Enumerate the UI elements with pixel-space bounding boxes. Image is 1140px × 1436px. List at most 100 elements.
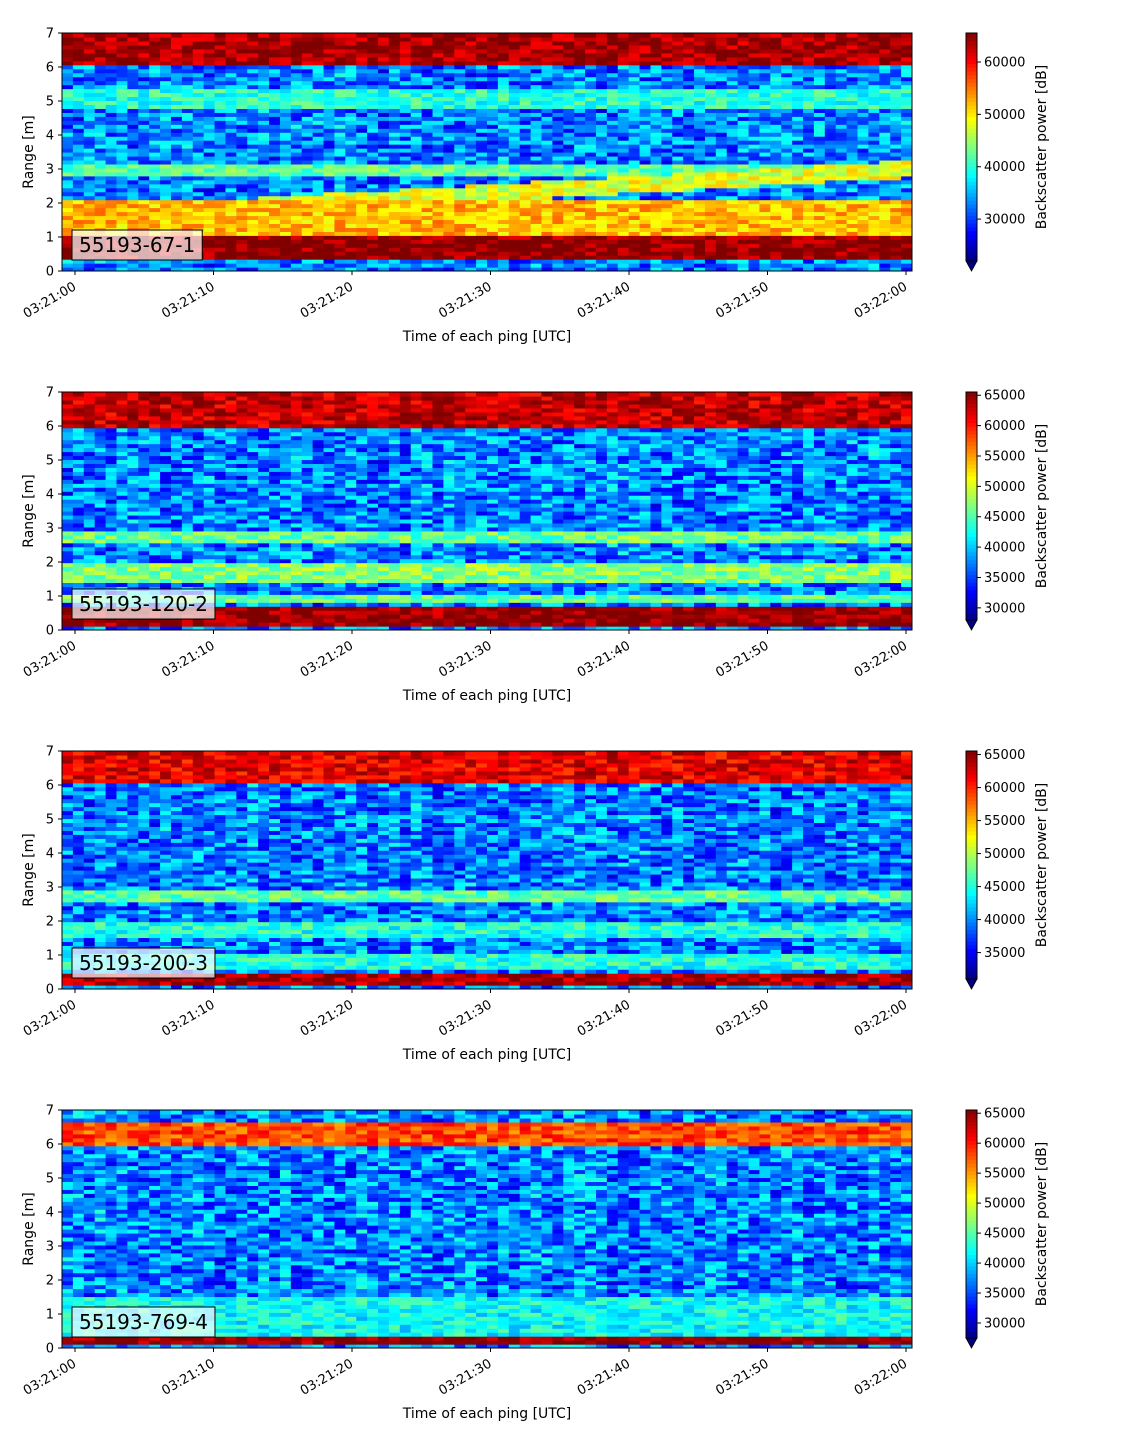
heatmap-cell — [269, 243, 281, 248]
heatmap-cell — [781, 167, 793, 173]
heatmap-cell — [835, 136, 848, 141]
heatmap-cell — [105, 116, 118, 121]
heatmap-cell — [770, 239, 782, 244]
heatmap-cell — [269, 267, 281, 271]
heatmap-cell — [62, 255, 74, 260]
heatmap-cell — [127, 76, 139, 82]
heatmap-cell — [258, 44, 270, 50]
heatmap-cell — [432, 76, 445, 82]
heatmap-cell — [378, 112, 390, 117]
heatmap-cell — [72, 48, 85, 54]
heatmap-cell — [683, 199, 695, 205]
heatmap-cell — [683, 239, 695, 244]
heatmap-cell — [225, 144, 237, 149]
heatmap-cell — [748, 36, 761, 42]
heatmap-cell — [683, 124, 695, 129]
heatmap-cell — [715, 108, 728, 113]
heatmap-cell — [388, 112, 401, 117]
heatmap-cell — [138, 136, 150, 141]
heatmap-cell — [83, 80, 96, 86]
heatmap-cell — [367, 179, 379, 185]
heatmap-cell — [160, 80, 172, 86]
heatmap-cell — [737, 36, 750, 42]
heatmap-cell — [792, 56, 804, 62]
heatmap-cell — [748, 231, 761, 236]
heatmap-cell — [879, 33, 891, 38]
heatmap-cell — [443, 136, 455, 141]
heatmap-cell — [879, 203, 891, 209]
heatmap-cell — [258, 96, 270, 102]
heatmap-cell — [312, 207, 325, 213]
heatmap-cell — [672, 247, 684, 252]
heatmap-cell — [378, 140, 390, 145]
heatmap-cell — [672, 84, 684, 90]
heatmap-cell — [62, 423, 74, 429]
heatmap-cell — [541, 148, 553, 153]
heatmap-cell — [781, 211, 793, 217]
heatmap-cell — [606, 124, 619, 129]
heatmap-cell — [312, 255, 325, 260]
heatmap-cell — [94, 167, 107, 173]
heatmap-cell — [737, 56, 750, 62]
heatmap-cell — [835, 155, 848, 161]
heatmap-cell — [312, 251, 325, 256]
heatmap-cell — [149, 48, 161, 54]
heatmap-cell — [72, 475, 85, 480]
heatmap-cell — [356, 96, 368, 102]
heatmap-cell — [476, 159, 488, 165]
heatmap-cell — [83, 60, 96, 66]
heatmap-cell — [138, 76, 150, 82]
heatmap-cell — [214, 235, 227, 240]
heatmap-cell — [704, 219, 717, 224]
heatmap-cell — [541, 231, 553, 236]
heatmap-cell — [62, 88, 74, 94]
heatmap-cell — [792, 159, 804, 165]
heatmap-cell — [345, 120, 357, 125]
heatmap-cell — [803, 68, 815, 74]
heatmap-cell — [72, 491, 85, 496]
heatmap-cell — [62, 503, 74, 508]
heatmap-cell — [683, 140, 695, 145]
heatmap-cell — [269, 227, 281, 232]
heatmap-cell — [530, 263, 543, 268]
heatmap-cell — [857, 148, 870, 153]
heatmap-cell — [639, 108, 652, 113]
colorbar-segment — [966, 249, 977, 254]
heatmap-cell — [160, 132, 172, 137]
heatmap-cell — [236, 136, 248, 141]
heatmap-cell — [181, 108, 194, 113]
heatmap-cell — [83, 395, 96, 401]
heatmap-cell — [650, 219, 662, 224]
heatmap-cell — [476, 267, 488, 271]
heatmap-cell — [203, 140, 216, 145]
heatmap-cell — [127, 60, 139, 66]
heatmap-cell — [650, 136, 662, 141]
heatmap-cell — [203, 167, 216, 173]
heatmap-cell — [781, 116, 793, 121]
heatmap-cell — [574, 92, 586, 98]
heatmap-cell — [846, 243, 859, 248]
heatmap-cell — [901, 163, 912, 169]
heatmap-cell — [792, 124, 804, 129]
heatmap-cell — [868, 155, 880, 161]
heatmap-cell — [628, 211, 641, 217]
heatmap-cell — [279, 235, 292, 240]
heatmap-cell — [334, 88, 346, 94]
heatmap-cell — [748, 84, 761, 90]
heatmap-cell — [563, 104, 575, 109]
heatmap-cell — [639, 48, 652, 54]
colorbar-segment — [966, 147, 977, 152]
heatmap-cell — [127, 40, 139, 46]
heatmap-cell — [301, 155, 314, 161]
heatmap-cell — [345, 56, 357, 62]
heatmap-cell — [672, 104, 684, 109]
heatmap-cell — [83, 263, 96, 268]
heatmap-cell — [595, 219, 608, 224]
heatmap-cell — [552, 140, 564, 145]
heatmap-cell — [127, 215, 139, 221]
heatmap-cell — [170, 116, 183, 121]
heatmap-cell — [356, 104, 368, 109]
heatmap-cell — [454, 36, 466, 42]
heatmap-cell — [487, 152, 499, 157]
